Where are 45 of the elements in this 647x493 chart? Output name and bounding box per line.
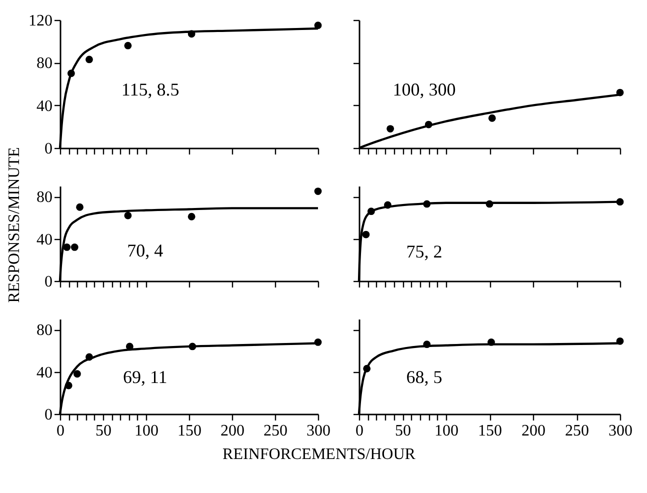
y-tick-label: 0 — [44, 406, 52, 424]
x-tick-label: 100 — [134, 422, 158, 440]
point — [314, 188, 322, 195]
x-tick-label: 200 — [220, 422, 244, 440]
point — [362, 230, 370, 238]
annotation: 115, 8.5 — [121, 79, 180, 100]
x-tick-label: 0 — [56, 422, 64, 440]
point — [86, 56, 93, 64]
point — [386, 125, 394, 132]
x-tick-label: 50 — [395, 422, 411, 440]
x-tick-label: 0 — [356, 422, 364, 440]
x-tick-label: 50 — [96, 422, 112, 440]
annotation: 68, 5 — [406, 366, 442, 387]
x-tick-label: 300 — [608, 422, 632, 440]
y-tick-label: 80 — [36, 322, 52, 340]
y-tick-label: 40 — [36, 364, 52, 382]
y-tick-label: 80 — [36, 55, 52, 72]
point — [63, 244, 71, 251]
y-tick-label: 40 — [36, 98, 52, 115]
point — [70, 244, 78, 251]
x-tick-label: 200 — [522, 422, 546, 440]
y-tick-label: 40 — [36, 231, 52, 248]
x-tick-label: 150 — [478, 422, 502, 440]
point — [488, 114, 496, 122]
point — [73, 370, 81, 378]
annotation: 75, 2 — [406, 242, 442, 262]
x-tick-label: 150 — [178, 422, 202, 440]
x-tick-label: 250 — [565, 422, 589, 440]
annotation: 69, 11 — [122, 366, 168, 387]
x-tick-label: 300 — [306, 422, 330, 440]
point — [314, 22, 322, 30]
y-axis-title: RESPONSES/MINUTE — [6, 147, 23, 303]
y-tick-label: 0 — [44, 140, 52, 158]
x-tick-label: 100 — [434, 422, 458, 440]
point — [188, 212, 196, 220]
y-tick-label: 120 — [28, 12, 52, 30]
point — [124, 212, 132, 220]
point — [76, 203, 84, 211]
x-axis-title: REINFORCEMENTS/HOUR — [222, 446, 416, 463]
annotation: 100, 300 — [392, 79, 456, 100]
y-tick-label: 0 — [44, 274, 52, 290]
annotation: 70, 4 — [127, 240, 164, 261]
y-tick-label: 80 — [36, 189, 52, 206]
point — [124, 42, 132, 50]
x-tick-label: 250 — [264, 422, 288, 440]
